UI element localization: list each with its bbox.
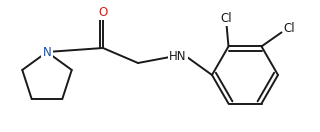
Text: Cl: Cl — [221, 12, 232, 25]
Text: HN: HN — [169, 51, 187, 63]
Text: O: O — [98, 6, 108, 18]
Text: Cl: Cl — [284, 22, 295, 35]
Text: N: N — [43, 46, 52, 58]
